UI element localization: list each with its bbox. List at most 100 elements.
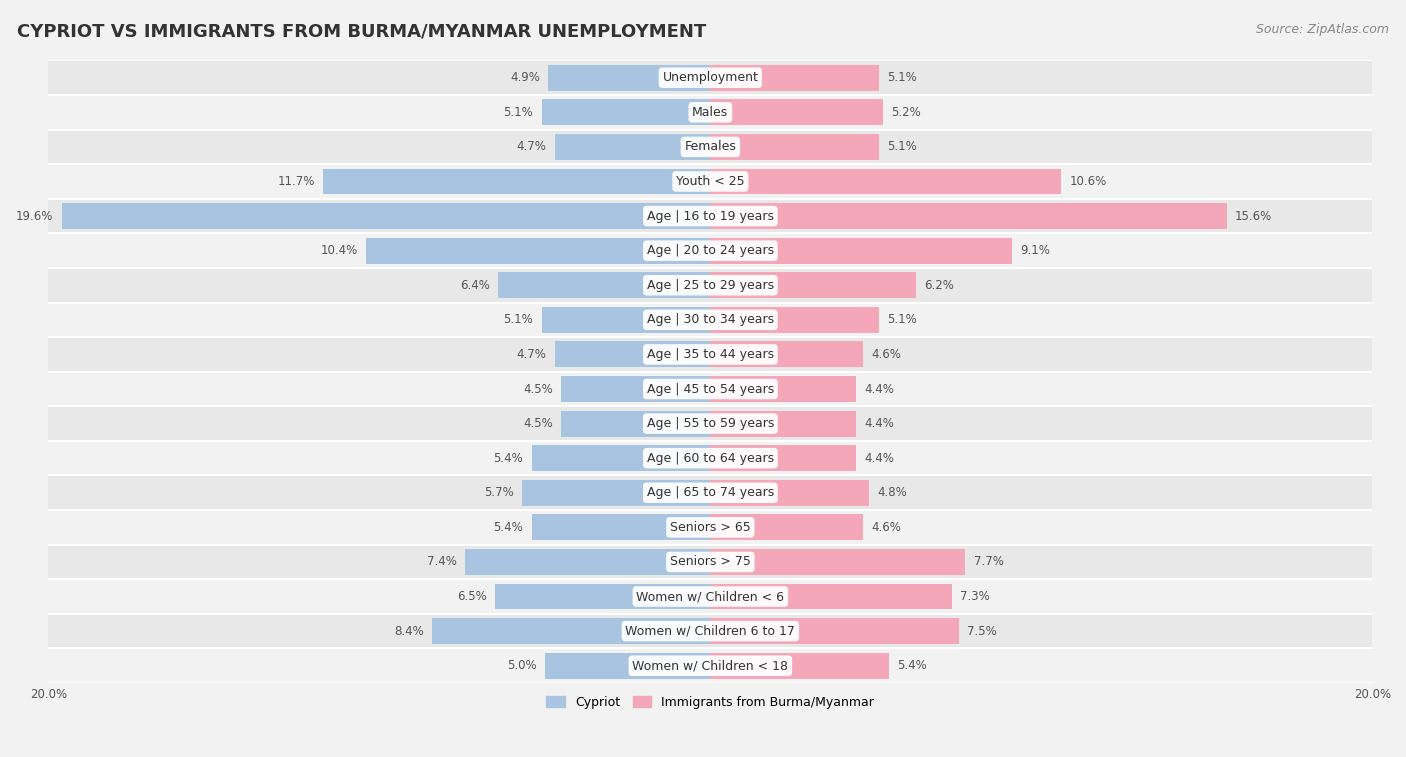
Bar — [48, 199, 1372, 233]
Bar — [710, 169, 1062, 195]
Text: Age | 45 to 54 years: Age | 45 to 54 years — [647, 382, 773, 395]
Text: 4.4%: 4.4% — [865, 382, 894, 395]
Text: 5.1%: 5.1% — [887, 313, 917, 326]
Bar — [710, 584, 952, 609]
Text: 5.7%: 5.7% — [484, 486, 513, 500]
Text: 6.2%: 6.2% — [924, 279, 953, 291]
Text: Source: ZipAtlas.com: Source: ZipAtlas.com — [1256, 23, 1389, 36]
Bar — [548, 65, 710, 91]
Text: 4.4%: 4.4% — [865, 417, 894, 430]
Bar — [541, 99, 710, 125]
Text: Seniors > 65: Seniors > 65 — [671, 521, 751, 534]
Bar — [710, 445, 856, 471]
Text: 8.4%: 8.4% — [394, 625, 425, 637]
Text: 7.7%: 7.7% — [973, 556, 1004, 569]
Text: 10.4%: 10.4% — [321, 245, 357, 257]
Text: Women w/ Children < 18: Women w/ Children < 18 — [633, 659, 789, 672]
Bar — [710, 376, 856, 402]
Text: 5.0%: 5.0% — [508, 659, 537, 672]
Bar — [366, 238, 710, 263]
Text: Women w/ Children 6 to 17: Women w/ Children 6 to 17 — [626, 625, 796, 637]
Text: Age | 35 to 44 years: Age | 35 to 44 years — [647, 348, 773, 361]
Bar — [48, 372, 1372, 407]
Bar — [555, 134, 710, 160]
Bar — [48, 303, 1372, 337]
Text: 4.8%: 4.8% — [877, 486, 907, 500]
Text: 6.4%: 6.4% — [460, 279, 491, 291]
Text: Females: Females — [685, 140, 737, 154]
Text: 6.5%: 6.5% — [457, 590, 486, 603]
Bar — [710, 203, 1227, 229]
Text: 7.3%: 7.3% — [960, 590, 990, 603]
Bar — [48, 129, 1372, 164]
Text: Males: Males — [692, 106, 728, 119]
Bar — [62, 203, 710, 229]
Text: Age | 55 to 59 years: Age | 55 to 59 years — [647, 417, 775, 430]
Text: 5.1%: 5.1% — [503, 106, 533, 119]
Bar — [531, 445, 710, 471]
Bar — [323, 169, 710, 195]
Bar — [48, 233, 1372, 268]
Text: CYPRIOT VS IMMIGRANTS FROM BURMA/MYANMAR UNEMPLOYMENT: CYPRIOT VS IMMIGRANTS FROM BURMA/MYANMAR… — [17, 23, 706, 41]
Text: Unemployment: Unemployment — [662, 71, 758, 84]
Text: Seniors > 75: Seniors > 75 — [669, 556, 751, 569]
Text: Age | 65 to 74 years: Age | 65 to 74 years — [647, 486, 773, 500]
Text: Age | 25 to 29 years: Age | 25 to 29 years — [647, 279, 773, 291]
Text: 15.6%: 15.6% — [1234, 210, 1272, 223]
Bar — [710, 515, 863, 540]
Bar — [48, 268, 1372, 303]
Text: 5.1%: 5.1% — [503, 313, 533, 326]
Bar — [48, 337, 1372, 372]
Bar — [48, 164, 1372, 199]
Text: 4.7%: 4.7% — [516, 348, 547, 361]
Text: 7.4%: 7.4% — [427, 556, 457, 569]
Text: 4.7%: 4.7% — [516, 140, 547, 154]
Text: Youth < 25: Youth < 25 — [676, 175, 745, 188]
Bar — [495, 584, 710, 609]
Text: 19.6%: 19.6% — [15, 210, 53, 223]
Bar — [710, 480, 869, 506]
Text: 5.1%: 5.1% — [887, 71, 917, 84]
Text: 9.1%: 9.1% — [1019, 245, 1050, 257]
Text: 5.1%: 5.1% — [887, 140, 917, 154]
Bar — [710, 410, 856, 437]
Bar — [710, 99, 883, 125]
Bar — [48, 649, 1372, 683]
Text: 10.6%: 10.6% — [1070, 175, 1107, 188]
Text: Age | 30 to 34 years: Age | 30 to 34 years — [647, 313, 773, 326]
Text: 4.6%: 4.6% — [870, 521, 901, 534]
Bar — [465, 549, 710, 575]
Bar — [48, 475, 1372, 510]
Bar — [710, 307, 879, 333]
Text: 4.5%: 4.5% — [523, 417, 553, 430]
Text: Age | 20 to 24 years: Age | 20 to 24 years — [647, 245, 773, 257]
Bar — [531, 515, 710, 540]
Bar — [48, 544, 1372, 579]
Bar — [710, 653, 889, 679]
Bar — [48, 61, 1372, 95]
Bar — [710, 134, 879, 160]
Text: Age | 60 to 64 years: Age | 60 to 64 years — [647, 452, 773, 465]
Bar — [48, 510, 1372, 544]
Bar — [432, 618, 710, 644]
Bar — [710, 238, 1011, 263]
Bar — [522, 480, 710, 506]
Text: 7.5%: 7.5% — [967, 625, 997, 637]
Bar — [710, 65, 879, 91]
Bar — [710, 618, 959, 644]
Legend: Cypriot, Immigrants from Burma/Myanmar: Cypriot, Immigrants from Burma/Myanmar — [541, 691, 879, 714]
Bar — [710, 341, 863, 367]
Bar — [48, 579, 1372, 614]
Text: 5.2%: 5.2% — [891, 106, 921, 119]
Bar — [710, 273, 915, 298]
Text: 4.9%: 4.9% — [510, 71, 540, 84]
Text: Women w/ Children < 6: Women w/ Children < 6 — [637, 590, 785, 603]
Bar — [561, 376, 710, 402]
Bar — [561, 410, 710, 437]
Bar — [546, 653, 710, 679]
Bar — [541, 307, 710, 333]
Text: 5.4%: 5.4% — [494, 452, 523, 465]
Bar — [48, 614, 1372, 649]
Text: 5.4%: 5.4% — [897, 659, 927, 672]
Bar — [48, 95, 1372, 129]
